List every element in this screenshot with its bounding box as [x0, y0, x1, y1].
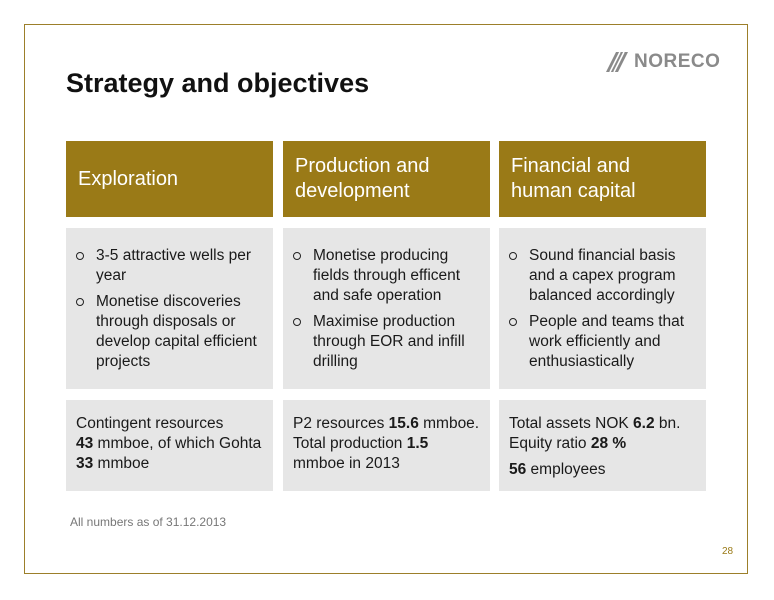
metric-text: mmboe in 2013 [293, 455, 400, 472]
page-title: Strategy and objectives [66, 68, 370, 98]
circle-bullet-icon [293, 252, 301, 260]
metric-value: 1.5 [406, 435, 429, 452]
bullet-item: Maximise production through EOR and infi… [293, 312, 482, 372]
metric-text: mmboe [93, 455, 150, 472]
bullet-item: 3-5 attractive wells per year [76, 246, 265, 286]
bullet-item: Monetise producing fields through effice… [293, 246, 482, 306]
metric-text: employees [526, 461, 606, 478]
metric-value: 6.2 [633, 415, 655, 432]
metric-value: 15.6 [388, 415, 419, 432]
header-production-label: Production and development [295, 155, 430, 202]
header-financial-label: Financial and human capital [511, 155, 636, 202]
bullet-list: Sound financial basis and a capex progra… [509, 246, 698, 372]
page-number: 28 [722, 546, 734, 557]
noreco-logo-icon [606, 52, 628, 72]
metrics-financial: Total assets NOK 6.2 bn. Equity ratio 28… [499, 400, 706, 491]
circle-bullet-icon [509, 318, 517, 326]
metrics-exploration: Contingent resources 43 mmboe, of which … [66, 400, 273, 491]
bullet-text: 3-5 attractive wells per year [96, 247, 252, 284]
metric-text: Total assets NOK [509, 415, 634, 432]
metric-value: 33 [76, 455, 94, 472]
panel-exploration: 3-5 attractive wells per year Monetise d… [66, 228, 273, 389]
metric-value: 56 [509, 461, 527, 478]
metric-text: Contingent resources [76, 415, 224, 432]
header-exploration: Exploration [66, 141, 273, 217]
circle-bullet-icon [76, 252, 84, 260]
header-production: Production and development [283, 141, 490, 217]
bullet-list: 3-5 attractive wells per year Monetise d… [76, 246, 265, 372]
bullet-text: Sound financial basis and a capex progra… [529, 247, 676, 304]
logo-text: NORECO [634, 51, 721, 72]
bullet-item: Monetise discoveries through disposals o… [76, 292, 265, 372]
metrics-production: P2 resources 15.6 mmboe. Total productio… [283, 400, 490, 491]
bullet-item: Sound financial basis and a capex progra… [509, 246, 698, 306]
bullet-text: People and teams that work efficiently a… [529, 313, 685, 370]
bullet-text: Monetise discoveries through disposals o… [96, 293, 257, 370]
metric-value: 43 [76, 435, 94, 452]
bullet-list: Monetise producing fields through effice… [293, 246, 482, 372]
header-exploration-label: Exploration [78, 167, 179, 190]
panel-financial: Sound financial basis and a capex progra… [499, 228, 706, 389]
metric-value: 28 % [590, 435, 627, 452]
employees-line: 56 employees [509, 460, 698, 480]
metric-text: mmboe, of which Gohta [93, 435, 262, 452]
bullet-text: Monetise producing fields through effice… [313, 247, 461, 304]
panel-production: Monetise producing fields through effice… [283, 228, 490, 389]
circle-bullet-icon [509, 252, 517, 260]
noreco-logo: NORECO [604, 51, 720, 73]
circle-bullet-icon [76, 298, 84, 306]
bullet-text: Maximise production through EOR and infi… [313, 313, 465, 370]
metric-text: mmboe. Total production [293, 415, 480, 452]
footnote: All numbers as of 31.12.2013 [70, 515, 227, 529]
bullet-item: People and teams that work efficiently a… [509, 312, 698, 372]
header-financial: Financial and human capital [499, 141, 706, 217]
circle-bullet-icon [293, 318, 301, 326]
metric-text: bn. Equity ratio [509, 415, 681, 452]
metric-text: P2 resources [293, 415, 389, 432]
